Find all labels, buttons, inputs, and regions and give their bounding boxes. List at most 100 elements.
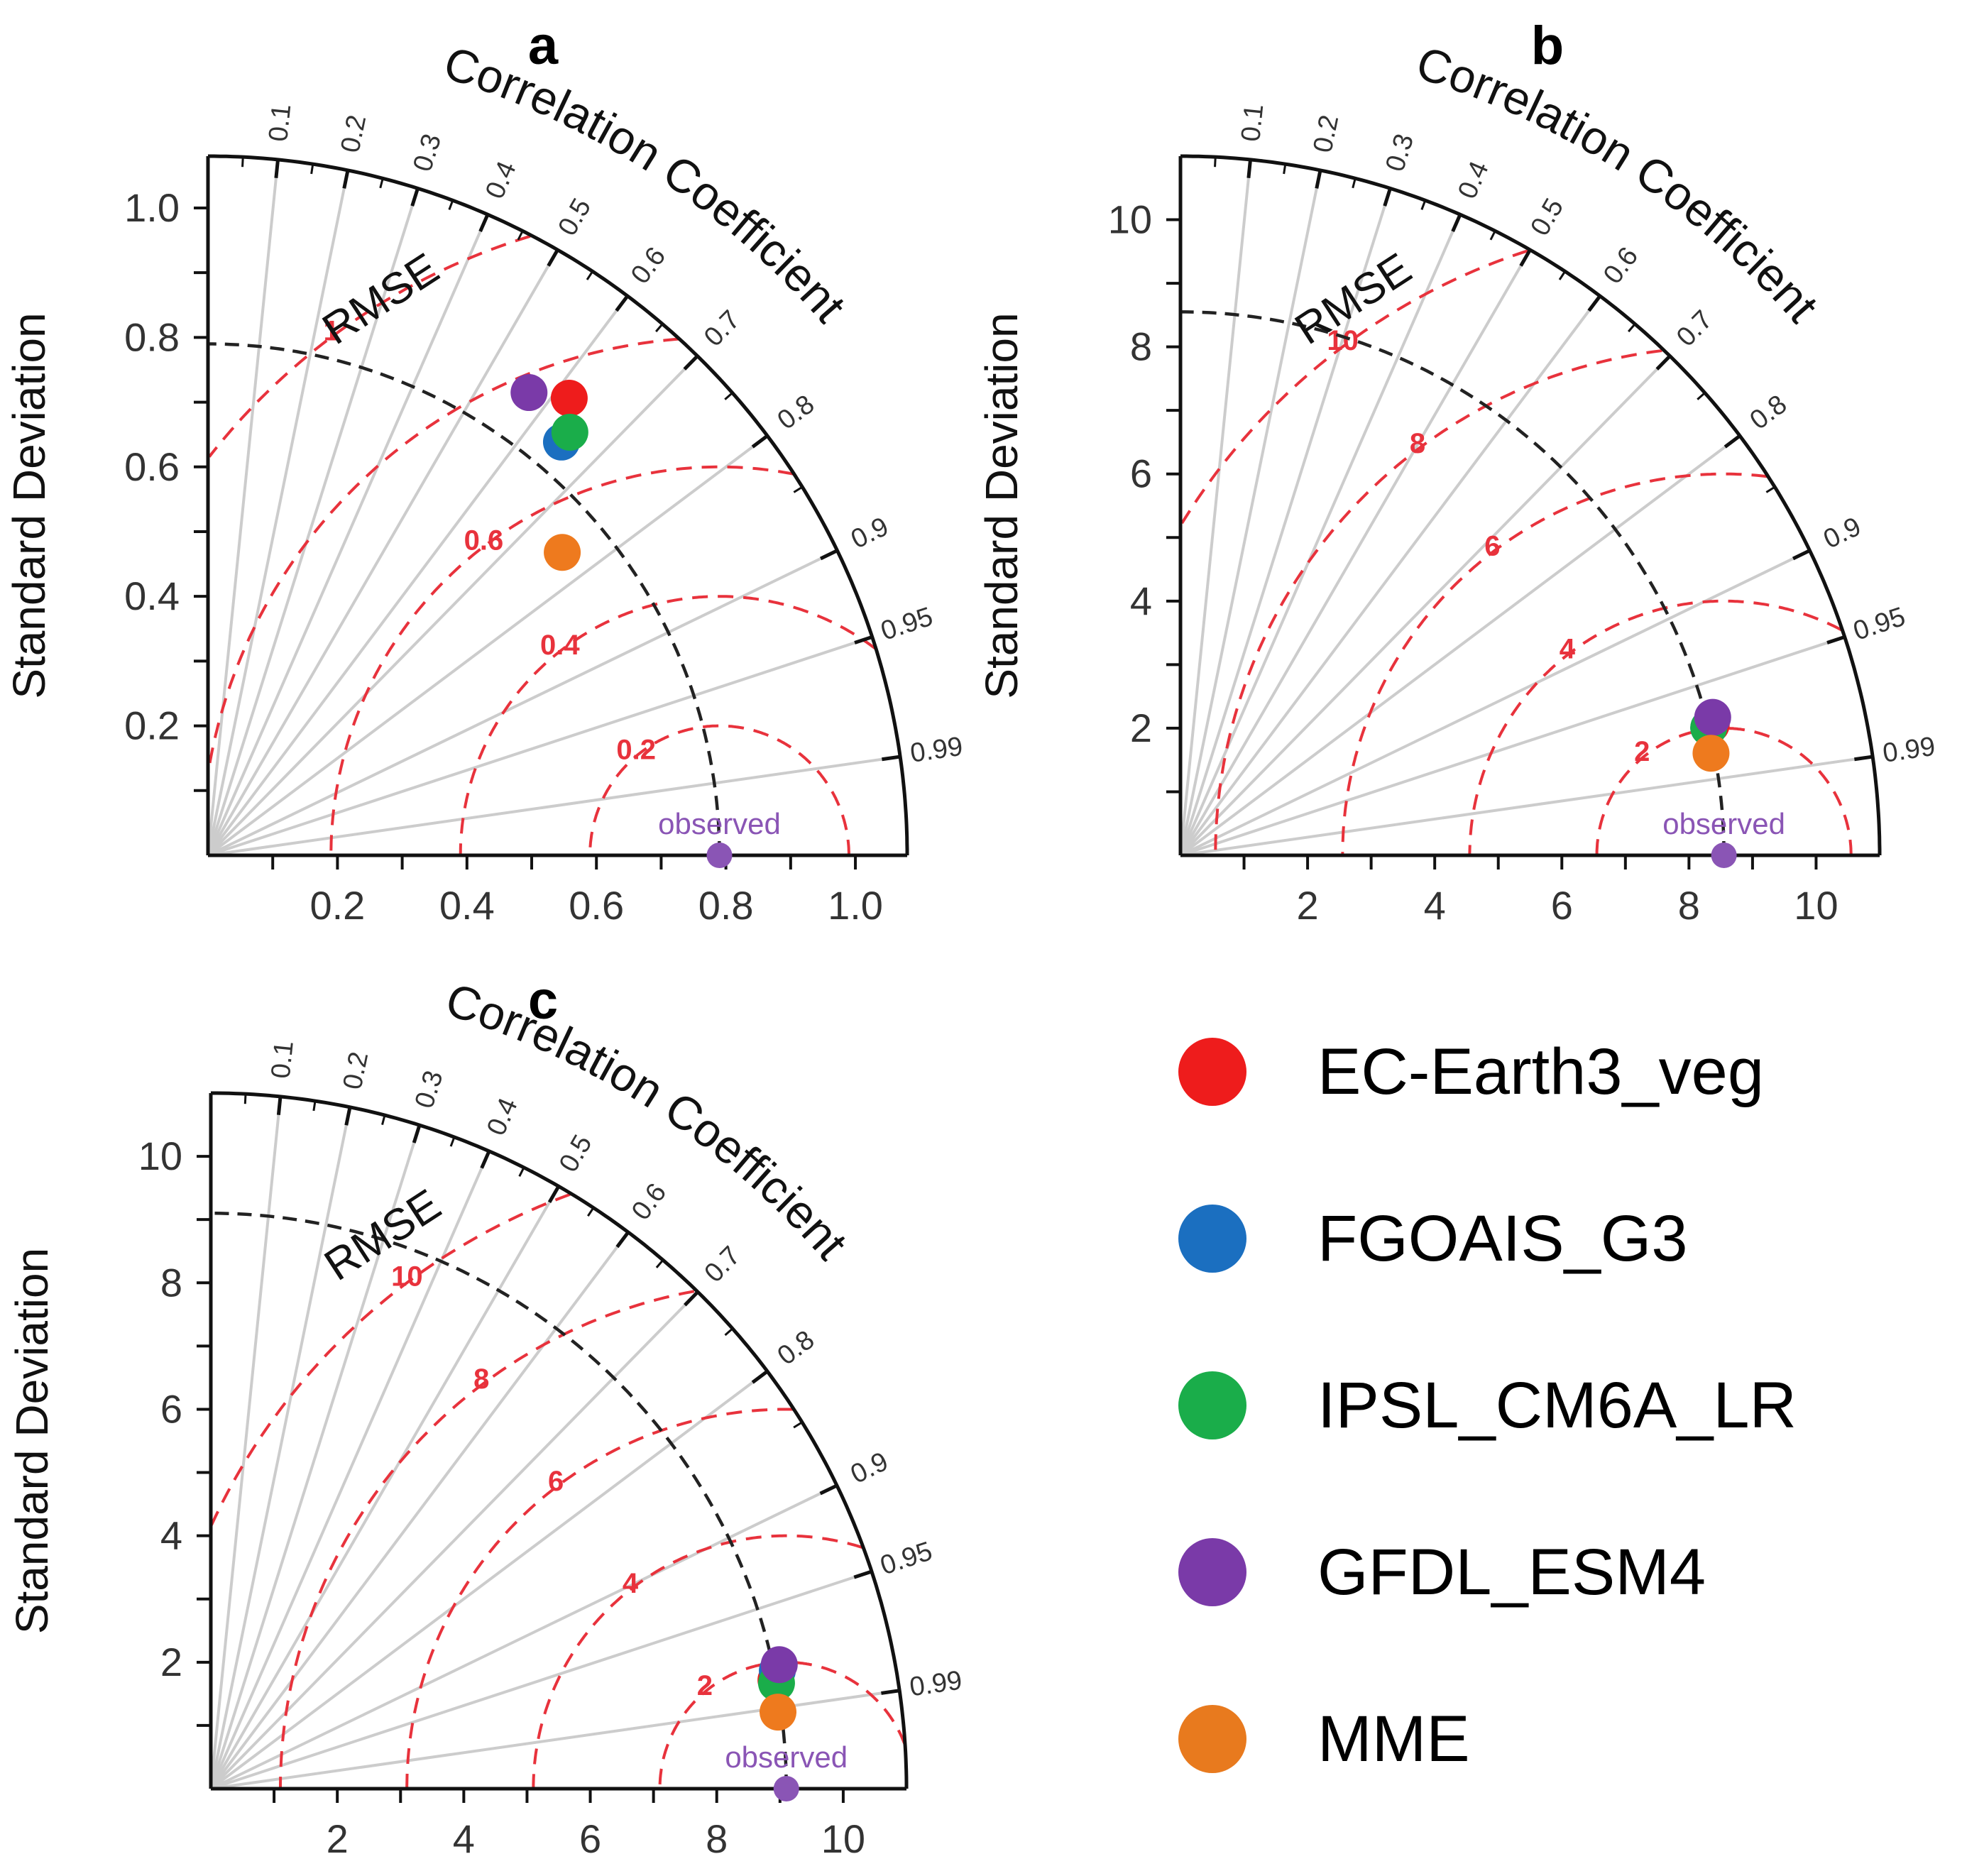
legend-marker [1178,1038,1246,1106]
y-tick-label: 0.2 [124,703,180,748]
rmse-contour [1595,726,1853,855]
corr-minor-tick [655,1259,664,1268]
rmse-contour [208,234,531,458]
panel-letter: b [1531,16,1564,76]
corr-tick-label: 0.95 [877,1536,936,1581]
corr-major-tick [480,1150,491,1169]
corr-tick-label: 0.6 [1598,241,1644,289]
rmse-contour-label: 4 [623,1568,639,1599]
rmse-contour-label: 10 [1327,325,1359,356]
corr-minor-tick [243,1094,247,1104]
corr-tick-label: 0.7 [698,305,746,352]
reference-std-arc [208,342,721,855]
corr-grid-line [207,755,901,857]
corr-major-tick [1451,214,1462,233]
rmse-title: RMSE [316,1180,449,1290]
observed-point [706,843,733,868]
rmse-contour [1468,599,1842,855]
corr-major-tick [854,635,873,644]
corr-major-tick [1854,755,1873,762]
x-tick-label: 0.2 [309,883,365,928]
corr-major-tick [1246,159,1252,179]
corr-grid-line [1180,635,1846,857]
corr-grid-line [1179,214,1462,856]
corr-major-tick [1587,295,1601,312]
rmse-contour [658,1660,906,1789]
x-tick-label: 0.4 [439,883,495,928]
rmse-contour [279,1290,695,1789]
x-tick-label: 8 [1678,883,1700,928]
corr-tick-label: 0.8 [772,1325,820,1371]
corr-minor-tick [1214,157,1217,168]
corr-tick-label: 0.5 [554,1130,598,1178]
legend-item: FGOAIS_G3 [1178,1189,1688,1288]
corr-minor-tick [1489,230,1496,241]
rmse-contour-label: 8 [473,1364,489,1395]
legend-item: IPSL_CM6A_LR [1178,1356,1797,1455]
corr-major-tick [1655,354,1672,371]
x-tick-label: 0.6 [569,883,624,928]
legend-marker [1178,1371,1246,1439]
corr-grid-line [1179,170,1322,856]
corr-tick-label: 0.4 [1452,157,1495,203]
rmse-contour [459,595,877,855]
corr-grid-line [207,248,559,856]
corr-tick-label: 0.5 [552,194,597,241]
corr-tick-label: 0.3 [407,131,447,175]
x-tick-label: 8 [706,1816,728,1861]
corr-tick-label: 0.99 [908,1665,964,1702]
corr-tick-label: 0.95 [877,602,936,647]
corr-major-tick [1383,187,1392,207]
corr-minor-tick [517,230,524,241]
observed-label: observed [1662,807,1785,840]
corr-major-tick [751,434,769,449]
corr-minor-tick [381,1114,386,1126]
outer-arc [208,154,909,855]
rmse-contour [207,337,679,770]
corr-grid-line [1179,248,1532,856]
corr-grid-line [209,1231,630,1790]
corr-minor-tick [379,177,384,189]
observed-label: observed [658,807,781,840]
rmse-contour-label: 0.6 [464,525,504,556]
x-tick-label: 2 [1297,883,1319,928]
corr-major-tick [410,187,420,207]
corr-tick-label: 0.2 [1308,112,1345,155]
legend-marker [1178,1705,1246,1773]
corr-major-tick [819,1483,838,1496]
model-point [550,379,588,417]
legend-marker [1178,1205,1246,1273]
corr-tick-label: 0.9 [846,1447,893,1490]
legend-label: IPSL_CM6A_LR [1317,1368,1797,1442]
corr-minor-tick [518,1167,525,1178]
corr-minor-tick [1697,392,1706,400]
corr-tick-label: 0.2 [336,112,373,155]
corr-label-path [443,1014,921,1401]
corr-major-tick [274,159,280,179]
corr-minor-tick [448,199,454,210]
corr-tick-label: 0.99 [1881,732,1937,769]
y-tick-label: 1.0 [124,185,180,230]
corr-grid-line [207,549,838,857]
rmse-contour-label: 2 [1634,736,1650,767]
x-tick-label: 2 [327,1816,349,1861]
corr-grid-line [207,159,280,856]
corr-minor-tick [1352,177,1357,189]
corr-tick-label: 0.1 [263,103,297,143]
corr-grid-line [1179,295,1601,857]
outer-arc [1180,154,1882,855]
corr-major-tick [478,214,490,233]
corr-major-tick [276,1096,283,1116]
corr-grid-line [1180,755,1873,857]
rmse-contour [1214,349,1662,855]
x-tick-label: 10 [1794,883,1838,928]
corr-tick-label: 0.99 [909,732,965,769]
y-tick-label: 0.6 [124,444,180,489]
corr-tick-label: 0.3 [1380,131,1420,175]
legend-label: GFDL_ESM4 [1317,1535,1706,1608]
model-point [510,374,548,412]
corr-minor-tick [1628,323,1636,333]
rmse-contour-label: 6 [1484,531,1500,562]
y-tick-label: 6 [1130,451,1152,496]
legend-marker [1178,1538,1246,1606]
